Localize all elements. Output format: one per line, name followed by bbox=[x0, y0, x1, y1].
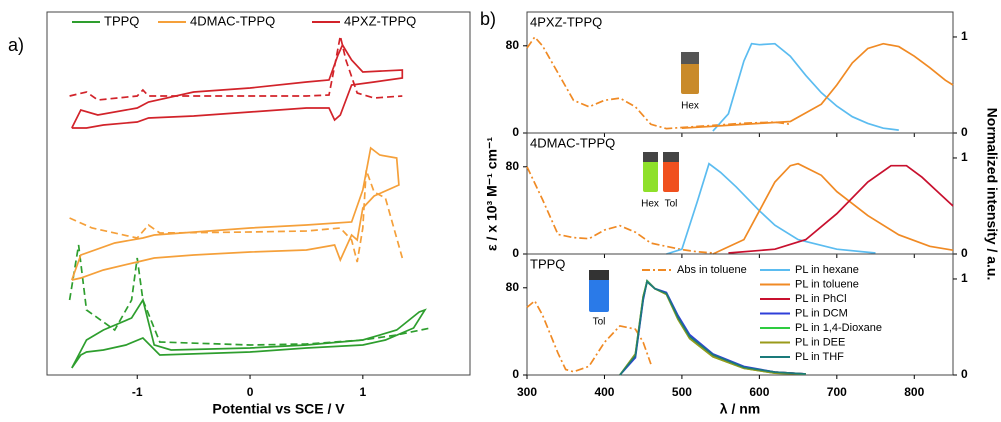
subplot-title: TPPQ bbox=[530, 256, 565, 271]
y2-tick-label: 0 bbox=[961, 125, 968, 139]
vials bbox=[589, 52, 699, 312]
y-tick-label: 80 bbox=[506, 280, 520, 294]
legend-label: PL in PhCl bbox=[795, 293, 847, 305]
plot-frame bbox=[526, 132, 954, 255]
y-tick-label: 0 bbox=[512, 367, 519, 381]
y2-tick-label: 1 bbox=[961, 271, 968, 285]
legend-label: PL in 1,4-Dioxane bbox=[795, 322, 882, 334]
data-line bbox=[619, 280, 806, 376]
y2-axis-label: Normalized intensity / a.u. bbox=[984, 108, 1000, 281]
y-tick-label: 0 bbox=[512, 125, 519, 139]
x-tick-label: 300 bbox=[517, 385, 537, 399]
vial-cap bbox=[589, 270, 609, 280]
vial-label: Hex bbox=[681, 101, 699, 112]
y2-tick-label: 0 bbox=[961, 367, 968, 381]
data-line bbox=[69, 35, 403, 101]
x-tick-label: 600 bbox=[749, 385, 769, 399]
x-tick-label: 700 bbox=[827, 385, 847, 399]
subplot-title: 4PXZ-TPPQ bbox=[530, 14, 602, 29]
data-line bbox=[526, 299, 652, 373]
y2-tick-label: 1 bbox=[961, 150, 968, 164]
x-tick-label: 800 bbox=[904, 385, 924, 399]
panel-label: b) bbox=[480, 9, 496, 29]
y-tick-label: 80 bbox=[506, 159, 520, 173]
data-line bbox=[712, 162, 954, 255]
x-axis-label: λ / nm bbox=[720, 401, 760, 417]
vial bbox=[589, 270, 609, 312]
y-axis-label: ε / x 10³ M⁻¹ cm⁻¹ bbox=[484, 137, 500, 251]
y-tick-label: 80 bbox=[506, 38, 520, 52]
vial-label: Hex bbox=[641, 199, 659, 210]
x-tick-label: 500 bbox=[672, 385, 692, 399]
x-tick-label: -1 bbox=[132, 385, 143, 399]
vial-label: Tol bbox=[665, 199, 678, 210]
legend-label: PL in THF bbox=[795, 351, 844, 363]
x-tick-label: 400 bbox=[594, 385, 614, 399]
vial-cap bbox=[643, 152, 658, 162]
data-line bbox=[526, 35, 791, 130]
data-line bbox=[71, 43, 404, 129]
legend-label: PL in toluene bbox=[795, 278, 859, 290]
legend-label: TPPQ bbox=[104, 13, 139, 28]
data-line bbox=[666, 162, 876, 255]
subplot-title: 4DMAC-TPPQ bbox=[530, 135, 615, 150]
legend-label: PL in DCM bbox=[795, 307, 848, 319]
data-line bbox=[728, 164, 954, 254]
vial-cap bbox=[681, 52, 699, 64]
y2-tick-label: 0 bbox=[961, 246, 968, 260]
legend-label: PL in hexane bbox=[795, 264, 859, 276]
x-axis-label: Potential vs SCE / V bbox=[212, 401, 345, 417]
legend-label: PL in DEE bbox=[795, 336, 845, 348]
vial-cap bbox=[663, 152, 679, 162]
x-tick-label: 0 bbox=[247, 385, 254, 399]
data-line bbox=[68, 244, 431, 346]
legend-label: 4DMAC-TPPQ bbox=[190, 13, 275, 28]
y-tick-label: 0 bbox=[512, 246, 519, 260]
legend-label: Abs in toluene bbox=[677, 264, 747, 276]
data-line bbox=[71, 297, 427, 369]
legend-label: 4PXZ-TPPQ bbox=[344, 13, 416, 28]
y2-tick-label: 1 bbox=[961, 29, 968, 43]
data-line bbox=[712, 42, 899, 132]
plot-frame bbox=[46, 11, 471, 376]
data-line bbox=[71, 146, 400, 281]
plot-frame bbox=[526, 253, 954, 376]
data-line bbox=[69, 169, 404, 263]
data-line bbox=[526, 166, 713, 254]
vial-label: Tol bbox=[593, 317, 606, 328]
panel-label: a) bbox=[8, 35, 24, 55]
data-line bbox=[681, 42, 954, 130]
x-tick-label: 1 bbox=[359, 385, 366, 399]
